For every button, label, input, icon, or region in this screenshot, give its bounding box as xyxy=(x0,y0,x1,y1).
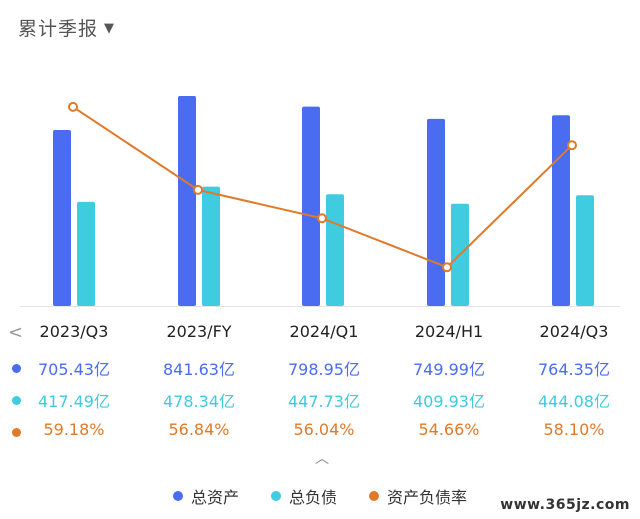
bar-total-assets xyxy=(427,118,445,306)
bar-total-assets xyxy=(53,129,71,306)
legend-assets-label: 总资产 xyxy=(190,488,239,507)
legend-item-assets[interactable]: 总资产 xyxy=(172,484,239,508)
ratio-point xyxy=(442,262,452,273)
period-labels: 2023/Q3 2023/FY 2024/Q1 2024/H1 2024/Q3 xyxy=(0,318,640,346)
chevron-up-icon[interactable]: ︿ xyxy=(315,451,329,467)
period-label: 2023/Q3 xyxy=(39,322,109,341)
legend-ratio-label: 资产负债率 xyxy=(387,488,468,507)
period-label: 2024/Q1 xyxy=(289,322,359,341)
bar-total-liabilities xyxy=(326,194,344,306)
watermark: www.365jz.com xyxy=(500,497,630,513)
liabilities-values-row: 417.49亿 478.34亿 447.73亿 409.93亿 444.08亿 xyxy=(0,384,640,412)
legend-item-ratio[interactable]: 资产负债率 xyxy=(369,484,467,508)
chevron-left-icon[interactable]: < xyxy=(8,322,24,343)
liabilities-value: 478.34亿 xyxy=(163,392,235,411)
assets-value: 841.63亿 xyxy=(163,360,235,379)
assets-value: 764.35亿 xyxy=(538,360,610,379)
ratio-value: 59.18% xyxy=(43,420,105,439)
bar-total-liabilities xyxy=(77,201,95,306)
bar-total-liabilities xyxy=(202,186,220,306)
liabilities-value: 444.08亿 xyxy=(538,392,610,411)
ratio-point xyxy=(68,101,78,112)
liabilities-dot xyxy=(12,396,21,405)
ratio-value: 56.84% xyxy=(168,420,230,439)
legend-liabilities-label: 总负债 xyxy=(288,488,337,507)
assets-dot xyxy=(12,364,21,373)
bar-total-assets xyxy=(302,106,320,306)
bar-total-assets xyxy=(178,96,196,306)
liabilities-value: 417.49亿 xyxy=(38,392,110,411)
caret-down-icon: ▼ xyxy=(104,20,115,36)
legend: 总资产 总负债 资产负债率 xyxy=(0,484,640,508)
period-label: 2024/Q3 xyxy=(539,322,609,341)
assets-value: 705.43亿 xyxy=(38,360,110,379)
assets-values-row: 705.43亿 841.63亿 798.95亿 749.99亿 764.35亿 xyxy=(0,352,640,380)
assets-value: 749.99亿 xyxy=(413,360,485,379)
liabilities-value: 409.93亿 xyxy=(413,392,485,411)
liabilities-value: 447.73亿 xyxy=(288,392,360,411)
bar-total-liabilities xyxy=(576,195,594,306)
ratio-value: 56.04% xyxy=(293,420,355,439)
assets-value: 798.95亿 xyxy=(288,360,360,379)
period-label: 2024/H1 xyxy=(414,322,484,341)
balance-chart xyxy=(20,96,620,307)
period-label: 2023/FY xyxy=(166,322,232,341)
ratio-line xyxy=(72,106,573,269)
ratio-point xyxy=(317,213,327,224)
ratio-point xyxy=(193,184,203,195)
legend-assets-dot xyxy=(172,491,183,501)
legend-ratio-dot xyxy=(369,491,379,501)
ratio-point xyxy=(567,140,577,151)
ratio-dot xyxy=(12,428,21,437)
ratio-values-row: 59.18% 56.84% 56.04% 54.66% 58.10% xyxy=(0,416,640,444)
ratio-value: 58.10% xyxy=(543,420,605,439)
ratio-value: 54.66% xyxy=(418,420,480,439)
legend-item-liabilities[interactable]: 总负债 xyxy=(270,484,337,508)
period-type-label: 累计季报 xyxy=(18,17,99,40)
period-type-dropdown[interactable]: 累计季报 ▼ xyxy=(18,12,114,42)
legend-liabilities-dot xyxy=(270,491,281,501)
bar-total-assets xyxy=(552,115,570,306)
